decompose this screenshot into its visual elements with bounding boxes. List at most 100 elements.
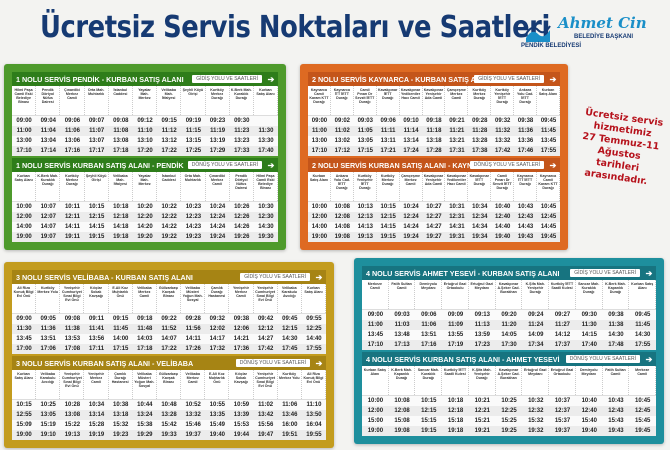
time-cell: 12:25 xyxy=(501,408,517,414)
time-cell: 11:07 xyxy=(89,128,105,134)
time-cell: 19:00 xyxy=(367,428,384,434)
time-cell: 12:00 xyxy=(367,408,384,414)
time-cell: 19:31 xyxy=(449,234,465,240)
time-cell: 10:45 xyxy=(540,204,557,210)
time-cell: 14:27 xyxy=(257,336,274,342)
time-cell: 17:17 xyxy=(88,148,105,154)
time-cell: 19:07 xyxy=(40,234,56,240)
stop-name: Kurban Satış Alanı xyxy=(254,86,278,115)
time-cell: 13:12 xyxy=(161,138,177,144)
stop-name: Çamçeşme Merkez Camii xyxy=(445,86,469,115)
time-cell: 14:20 xyxy=(137,224,153,230)
route-2-return-table: 2 NOLU SERVİS KURBAN SATIŞ ALANI - KAYNA… xyxy=(308,158,560,242)
time-cell: 14:09 xyxy=(528,332,544,338)
service-date-note: Ücretsiz servis hizmetimiz 27 Temmuz-11 … xyxy=(562,106,670,219)
stop-name: Velibaba Karakulu Avcılığı xyxy=(278,284,302,313)
stop-name: Ankara Yolu Cad. İETT Durağı xyxy=(331,172,354,201)
time-cell: 10:21 xyxy=(474,398,490,404)
stop-name: Kurtköy Merkez Yolu xyxy=(278,370,302,399)
time-cell: 14:21 xyxy=(233,336,250,342)
time-cell: 10:24 xyxy=(209,204,226,210)
stop-name: Kurtköy Merkez Durağı xyxy=(377,172,400,201)
time-cell: 19:22 xyxy=(161,234,177,240)
stop-name: Yenişehir Cumhuriyet Sınai Bilgi Evi Önü xyxy=(254,284,278,313)
time-cell: 10:15 xyxy=(380,204,396,210)
time-cell: 19:24 xyxy=(209,234,226,240)
time-cell: 12:08 xyxy=(394,408,410,414)
route-header: 1 NOLU SERVİS PENDİK - KURBAN SATIŞ ALAN… xyxy=(12,72,278,86)
time-cell: 10:18 xyxy=(113,204,129,210)
time-cell: 14:03 xyxy=(137,336,153,342)
time-cell: 11:52 xyxy=(161,326,177,332)
time-cell: 17:55 xyxy=(635,342,651,348)
time-cell: 16:04 xyxy=(306,422,322,428)
route-header: 1 NOLU SERVİS KURBAN SATIŞ ALANI - PENDİ… xyxy=(12,158,278,172)
pendik-logo-text: PENDİK BELEDİYESİ xyxy=(521,43,582,49)
stop-name: Kurtköy Yenişehir İETT Durağı xyxy=(354,172,377,201)
time-cell: 17:24 xyxy=(403,148,419,154)
table-row: 12:00 12:07 12:11 12:15 12:18 12:20 12:22 12:23… xyxy=(12,212,278,222)
time-cell: 13:53 xyxy=(64,336,81,342)
time-cell: 09:42 xyxy=(257,316,274,322)
time-cell: 09:03 xyxy=(394,312,410,318)
stop-name: Kaynarca Camii Karam KTT Durağı xyxy=(308,86,331,115)
time-cell: 09:03 xyxy=(357,118,373,124)
time-cell: 14:17 xyxy=(209,336,225,342)
direction-label: GİDİŞ YOLU VE SAATLERİ xyxy=(240,273,310,281)
time-cell: 15:32 xyxy=(113,422,129,428)
mayor-title: BELEDİYE BAŞKANI xyxy=(574,34,634,40)
time-cell: 10:28 xyxy=(64,402,81,408)
time-cell: 13:10 xyxy=(137,138,153,144)
table-row: 10:15 10:25 10:28 10:34 10:38 10:44 10:48 10:52… xyxy=(12,400,326,410)
route-title: 2 NOLU SERVİS KAYNARCA - KURBAN SATIŞ AL… xyxy=(312,74,475,84)
time-cell: 12:27 xyxy=(426,214,442,220)
time-cell: 14:15 xyxy=(380,224,396,230)
time-cell: 15:15 xyxy=(421,418,437,424)
time-cell: 15:09 xyxy=(16,422,32,428)
time-cell: 13:51 xyxy=(40,336,56,342)
stop-name: Velibaba Merkez Camii xyxy=(181,370,206,399)
time-cell: 17:13 xyxy=(394,342,410,348)
time-cell: 12:08 xyxy=(334,214,351,220)
time-cell: 10:30 xyxy=(258,204,274,210)
time-cell: 11:32 xyxy=(495,128,511,134)
time-cell: 19:44 xyxy=(233,432,250,438)
time-cell: 11:02 xyxy=(334,128,350,134)
time-cell: 14:23 xyxy=(185,224,202,230)
time-cell: 17:29 xyxy=(209,148,226,154)
time-cell: 10:20 xyxy=(137,204,153,210)
time-cell: 14:13 xyxy=(357,224,373,230)
time-cell: 15:18 xyxy=(447,418,464,424)
time-cell: 17:48 xyxy=(608,342,624,348)
time-cell: 17:20 xyxy=(137,148,153,154)
stop-name: İstanbul Caddesi xyxy=(157,172,182,201)
stop-name: Şeyhli Köyü Girişi xyxy=(181,86,206,115)
time-cell: 13:45 xyxy=(540,138,557,144)
stop-name: E.Ali Koz Muhtarlık Önü xyxy=(205,370,230,399)
stop-name: Orta Mah. Muhtarlık xyxy=(85,86,109,115)
time-cell: 14:34 xyxy=(472,224,488,230)
time-cell: 17:22 xyxy=(161,148,177,154)
table-row: 12:00 12:08 12:15 12:18 12:21 12:25 12:32 12:37… xyxy=(362,406,656,416)
time-cell: 11:36 xyxy=(40,326,56,332)
time-cell: 19:33 xyxy=(161,432,177,438)
time-cell: 13:14 xyxy=(403,138,419,144)
time-cell: 10:38 xyxy=(113,402,129,408)
time-cell: 09:45 xyxy=(282,316,298,322)
table-row: 09:00 09:04 09:06 09:07 09:08 09:12 09:15 09:19… xyxy=(12,116,278,126)
times-body: 09:00 09:04 09:06 09:07 09:08 09:12 09:15 09:19… xyxy=(12,116,278,156)
time-cell: 15:25 xyxy=(501,418,517,424)
time-cell: 12:24 xyxy=(403,214,419,220)
time-cell: 09:05 xyxy=(40,316,56,322)
time-cell: 15:28 xyxy=(88,422,105,428)
stop-name: Yenişehir Cumhuriyet Sınai Bilgi Evi Önü xyxy=(254,370,278,399)
time-cell: 17:22 xyxy=(161,346,177,352)
stop-header-row: Kurban Satış Alanı K.Berk Mah. Kuraklık D… xyxy=(12,172,278,202)
times-body: 09:00 09:05 09:08 09:11 09:15 09:18 09:22 09:28… xyxy=(12,314,326,354)
time-cell: 19:00 xyxy=(16,432,32,438)
stop-name: Kurtköy Merkez Yolu xyxy=(36,284,61,313)
stop-header-row: Kurban Satış Alanı K.Berk Mah. Kapanlık D… xyxy=(362,366,656,396)
times-body: 10:00 10:08 10:15 10:18 10:21 10:25 10:32 10:37… xyxy=(362,396,656,436)
time-cell: 19:45 xyxy=(635,428,651,434)
time-cell: 19:25 xyxy=(501,428,517,434)
